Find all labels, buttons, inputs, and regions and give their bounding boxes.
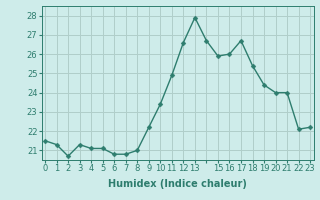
X-axis label: Humidex (Indice chaleur): Humidex (Indice chaleur) [108,179,247,189]
